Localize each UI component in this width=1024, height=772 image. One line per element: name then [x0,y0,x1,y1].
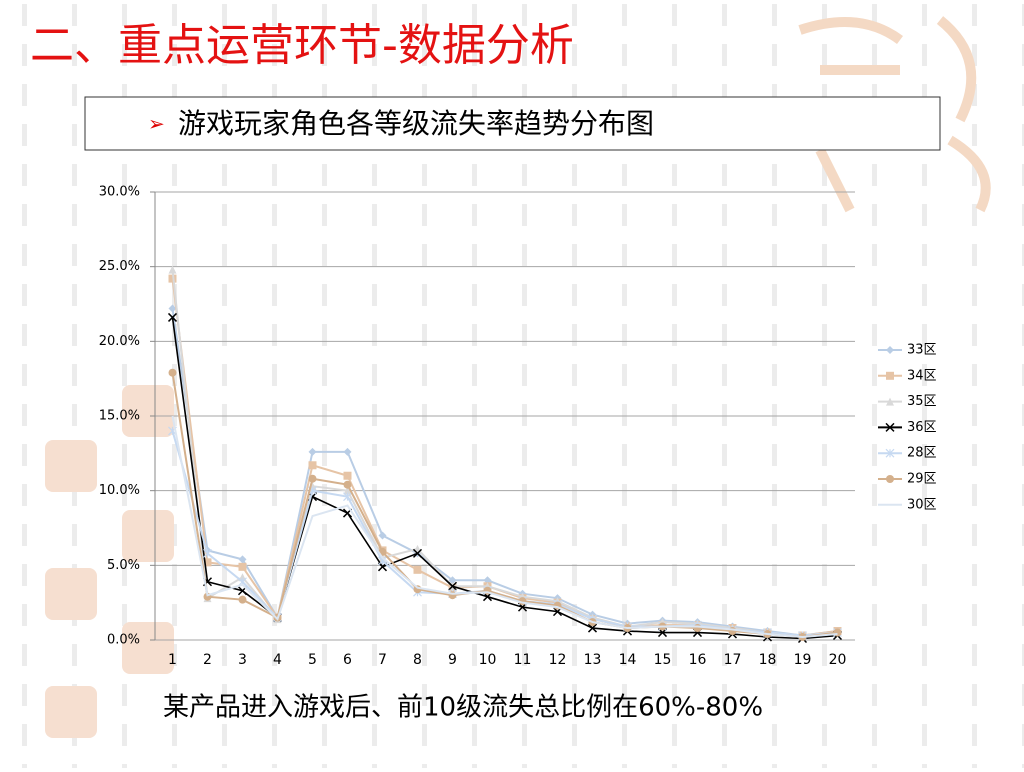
marker [448,576,457,585]
x-tick-label: 5 [308,652,317,668]
legend-label: 28区 [907,446,937,461]
x-tick-label: 18 [759,652,777,668]
legend-label: 34区 [907,368,937,383]
marker [886,475,894,483]
marker [308,461,317,470]
marker [168,265,177,274]
line [171,415,838,639]
marker [885,448,895,458]
x-tick-label: 4 [273,652,282,668]
line [171,372,838,639]
subtitle-box [84,96,941,151]
x-tick-label: 16 [689,652,707,668]
marker [886,346,894,354]
subtitle: 游戏玩家角色各等级流失率趋势分布图 [178,107,654,140]
marker [167,312,178,322]
marker [728,627,737,636]
legend-label: 30区 [907,497,937,512]
marker [343,492,352,502]
x-tick-label: 2 [203,652,212,668]
marker [343,480,352,489]
series [171,415,838,639]
bullet: ➢ [148,112,165,136]
y-tick-label: 25.0% [99,259,140,274]
marker [238,555,247,564]
marker [168,304,177,313]
marker [378,531,387,540]
x-tick-label: 14 [619,652,637,668]
legend-label: 36区 [907,420,937,435]
x-tick-label: 15 [654,652,672,668]
x-tick-label: 9 [448,652,457,668]
marker [413,565,422,574]
x-tick-label: 8 [413,652,422,668]
x-tick-label: 11 [514,652,532,668]
x-tick-label: 7 [378,652,387,668]
x-tick-label: 3 [238,652,247,668]
marker [343,486,352,495]
marker [833,628,842,637]
y-tick-label: 20.0% [99,334,140,349]
y-tick-label: 30.0% [99,185,140,200]
y-tick-label: 15.0% [99,409,140,424]
marker [308,474,317,483]
marker [886,397,894,406]
legend-label: 35区 [907,394,937,409]
marker [308,447,317,456]
y-tick-label: 5.0% [107,558,140,573]
caption: 某产品进入游戏后、前10级流失总比例在60%-80% [163,693,763,723]
marker [693,624,702,633]
marker [343,471,352,480]
y-tick-label: 10.0% [99,483,140,498]
x-tick-label: 17 [724,652,742,668]
x-tick-label: 20 [829,652,847,668]
marker [886,371,894,380]
marker [412,548,423,558]
marker [885,422,895,432]
marker [587,623,598,633]
x-tick-label: 1 [168,652,177,668]
marker [343,447,352,456]
x-tick-label: 19 [794,652,812,668]
stamps [45,385,174,738]
slide-title: 二、重点运营环节-数据分析 [30,20,574,71]
x-tick-label: 10 [479,652,497,668]
marker [238,562,247,571]
marker [168,368,177,377]
y-tick-label: 0.0% [107,633,140,648]
x-tick-label: 12 [549,652,567,668]
x-tick-label: 6 [343,652,352,668]
marker [203,558,212,567]
x-tick-label: 13 [584,652,602,668]
legend-label: 29区 [907,472,937,487]
marker [238,595,247,604]
marker [203,548,212,558]
legend-label: 33区 [907,343,937,358]
marker [447,581,458,591]
